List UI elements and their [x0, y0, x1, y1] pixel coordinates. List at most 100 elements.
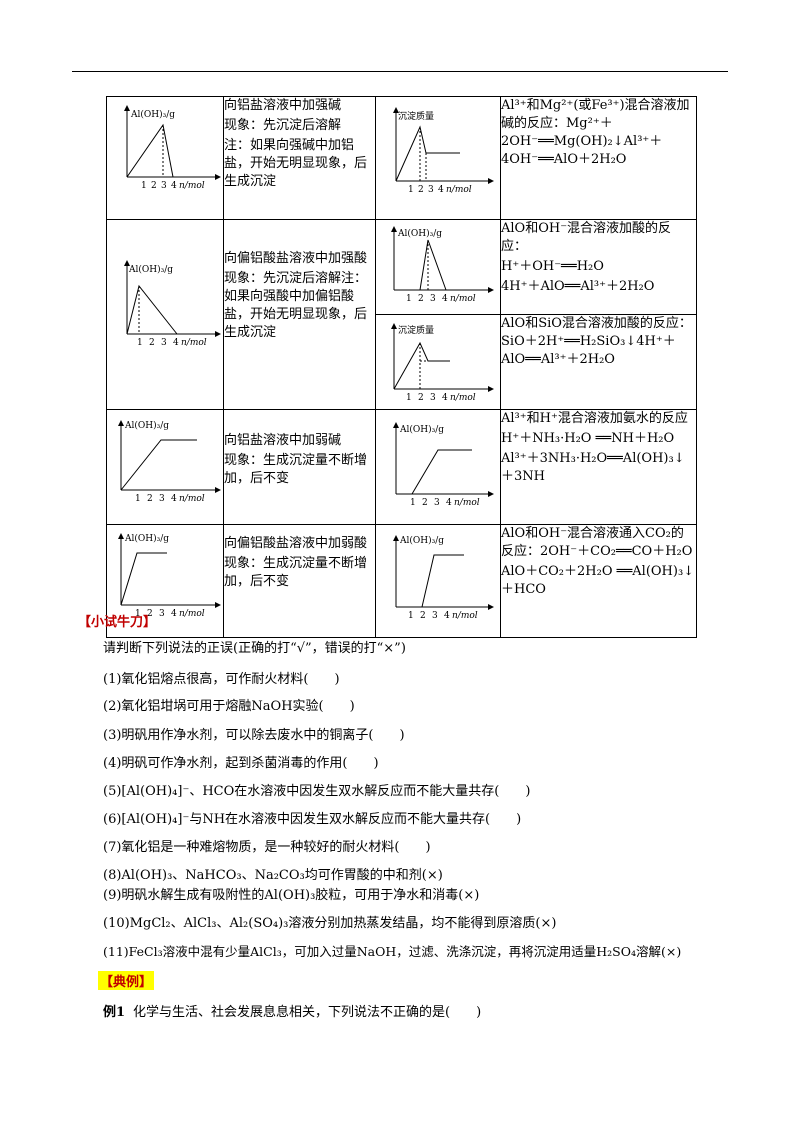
example-label: 例1: [103, 1005, 126, 1020]
list-item: (3)明矾用作净水剂，可以除去废水中的铜离子( ): [103, 728, 405, 743]
table-row: Al(OH)₃/g 1 2 3 4 n/mol 向铝盐溶液中加强碱 现象：先沉淀…: [106, 96, 697, 220]
description-cell: 向偏铝酸盐溶液中加强酸 现象：先沉淀后溶解注：如果向强酸中加偏铝酸盐，开始无明显…: [223, 219, 376, 410]
y-axis-label: 沉淀质量: [398, 110, 434, 122]
desc-line: 注：如果向强碱中加铝盐，开始无明显现象，后生成沉淀: [224, 138, 368, 189]
header-rule: [72, 71, 728, 72]
list-item: (8)Al(OH)₃、NaHCO₃、Na₂CO₃均可作胃酸的中和剂(×): [103, 868, 443, 883]
x-axis-label: n/mol: [179, 181, 205, 191]
graph-weak-acid-alo: Al(OH)₃/g 1 2 3 4 n/mol: [118, 533, 221, 619]
reaction-text: AlO和SiO混合溶液加酸的反应：SiO＋2H⁺══H₂SiO₃↓4H⁺＋AlO…: [501, 316, 692, 367]
reaction-text: Al³⁺和H⁺混合溶液加氨水的反应: [501, 411, 688, 426]
x-axis-label: n/mol: [179, 609, 205, 619]
reaction-cell: AlO和SiO混合溶液加酸的反应：SiO＋2H⁺══H₂SiO₃↓4H⁺＋AlO…: [500, 314, 697, 410]
list-item: (7)氧化铝是一种难熔物质，是一种较好的耐火材料( ): [103, 840, 431, 855]
graph-cell: Al(OH)₃/g 1 2 3 4 n/mol: [375, 409, 501, 525]
reaction-text: AlO和OH⁻混合溶液加酸的反应：: [501, 221, 672, 254]
tick-label: 2: [418, 185, 424, 195]
tick-label: 1: [408, 185, 414, 195]
x-axis-label: n/mol: [179, 494, 205, 504]
reaction-text: 4H⁺＋AlO══Al³⁺＋2H₂O: [501, 279, 655, 294]
list-item: (1)氧化铝熔点很高，可作耐火材料( ): [103, 672, 340, 687]
y-axis-label: Al(OH)₃/g: [124, 420, 169, 431]
tick-label: 1: [406, 393, 412, 403]
tick-label: 2: [149, 338, 155, 348]
tick-label: 3: [432, 611, 438, 621]
tick-label: 4: [442, 393, 448, 403]
practice-intro: 请判断下列说法的正误(正确的打“√”，错误的打“×”): [103, 641, 406, 656]
graph-cell: Al(OH)₃/g 1 2 3 4 n/mol: [106, 524, 224, 638]
reaction-text: AlO和OH⁻混合溶液通入CO₂的反应：2OH⁻＋CO₂══CO＋H₂O: [501, 526, 693, 559]
reaction-cell: AlO和OH⁻混合溶液加酸的反应： H⁺＋OH⁻══H₂O 4H⁺＋AlO══A…: [500, 219, 697, 315]
example-text: 化学与生活、社会发展息息相关，下列说法不正确的是( ): [133, 1005, 482, 1020]
tick-label: 2: [147, 494, 153, 504]
reaction-cell: Al³⁺和H⁺混合溶液加氨水的反应 H⁺＋NH₃·H₂O ══NH＋H₂O Al…: [500, 409, 697, 525]
reaction-text: H⁺＋OH⁻══H₂O: [501, 259, 604, 274]
table-row: Al(OH)₃/g 1 2 3 4 n/mol 向偏铝酸盐溶液中加强酸 现象：先…: [106, 219, 697, 410]
tick-label: 3: [161, 181, 167, 191]
graph-strong-acid-alo: Al(OH)₃/g 1 2 3 4 n/mol: [124, 260, 221, 348]
tick-label: 2: [418, 393, 424, 403]
tick-label: 1: [141, 181, 147, 191]
list-item: (5)[Al(OH)₄]⁻、HCO在水溶液中因发生双水解反应而不能大量共存( ): [103, 784, 531, 799]
reaction-text: Al³⁺和Mg²⁺(或Fe³⁺)混合溶液加碱的反应：Mg²⁺＋2OH⁻══Mg(…: [501, 98, 690, 167]
graph-cell: Al(OH)₃/g 1 2 3 4 n/mol: [375, 219, 501, 315]
tick-label: 4: [446, 498, 452, 508]
tick-label: 4: [442, 294, 448, 304]
desc-line: 向铝盐溶液中加强碱: [224, 98, 342, 113]
y-axis-label: Al(OH)₃/g: [130, 109, 175, 120]
description-cell: 向偏铝酸盐溶液中加弱酸 现象：生成沉淀量不断增加，后不变: [223, 524, 376, 638]
list-item: (9)明矾水解生成有吸附性的Al(OH)₃胶粒，可用于净水和消毒(×): [103, 888, 480, 903]
tick-label: 3: [430, 294, 436, 304]
description-cell: 向铝盐溶液中加弱碱 现象：生成沉淀量不断增加，后不变: [223, 409, 376, 525]
y-axis-label: Al(OH)₃/g: [128, 264, 173, 275]
y-axis-label: Al(OH)₃/g: [397, 228, 442, 239]
graph-strong-base-al: Al(OH)₃/g 1 2 3 4 n/mol: [124, 105, 221, 191]
tick-label: 2: [422, 498, 428, 508]
desc-line: 现象：先沉淀后溶解注：如果向强酸中加偏铝酸盐，开始无明显现象，后生成沉淀: [224, 271, 368, 340]
reaction-table: Al(OH)₃/g 1 2 3 4 n/mol 向铝盐溶液中加强碱 现象：先沉淀…: [106, 96, 697, 638]
y-axis-label: Al(OH)₃/g: [124, 533, 169, 544]
graph-cell: Al(OH)₃/g 1 2 3 4 n/mol: [375, 524, 501, 638]
reaction-cell: Al³⁺和Mg²⁺(或Fe³⁺)混合溶液加碱的反应：Mg²⁺＋2OH⁻══Mg(…: [500, 96, 697, 220]
graph-cell: Al(OH)₃/g 1 2 3 4 n/mol: [106, 409, 224, 525]
desc-line: 现象：生成沉淀量不断增加，后不变: [224, 453, 368, 486]
tick-label: 3: [159, 609, 165, 619]
list-item: (2)氧化铝坩埚可用于熔融NaOH实验( ): [103, 699, 355, 714]
graph-cell: 沉淀质量 1 2 3 4 n/mol: [375, 96, 501, 220]
desc-line: 向偏铝酸盐溶液中加强酸: [224, 251, 368, 266]
x-axis-label: n/mol: [450, 294, 476, 304]
graph-cell: Al(OH)₃/g 1 2 3 4 n/mol: [106, 96, 224, 220]
graph-mixed-ammonia: Al(OH)₃/g 1 2 3 4 n/mol: [393, 422, 494, 508]
x-axis-label: n/mol: [446, 185, 472, 195]
tick-label: 2: [420, 611, 426, 621]
graph-alo-sio-acid: 沉淀质量 1 2 3 4 n/mol: [391, 323, 494, 403]
tick-label: 1: [135, 609, 141, 619]
description-cell: 向铝盐溶液中加强碱 现象：先沉淀后溶解 注：如果向强碱中加铝盐，开始无明显现象，…: [223, 96, 376, 220]
list-item: (6)[Al(OH)₄]⁻与NH在水溶液中因发生双水解反应而不能大量共存( ): [103, 812, 522, 827]
x-axis-label: n/mol: [450, 393, 476, 403]
table-row: Al(OH)₃/g 1 2 3 4 n/mol 向偏铝酸盐溶液中加弱酸 现象：生…: [106, 524, 697, 638]
tick-label: 2: [151, 181, 157, 191]
tick-label: 1: [408, 611, 414, 621]
tick-label: 4: [171, 181, 177, 191]
tick-label: 4: [438, 185, 444, 195]
tick-label: 1: [137, 338, 143, 348]
y-axis-label: Al(OH)₃/g: [399, 424, 444, 435]
section-title-example: 【典例】: [98, 971, 155, 990]
table-row: Al(OH)₃/g 1 2 3 4 n/mol 向铝盐溶液中加弱碱 现象：生成沉…: [106, 409, 697, 525]
tick-label: 3: [161, 338, 167, 348]
desc-line: 现象：生成沉淀量不断增加，后不变: [224, 556, 368, 589]
reaction-text: Al³⁺＋3NH₃·H₂O══Al(OH)₃↓＋3NH: [501, 451, 685, 484]
x-axis-label: n/mol: [452, 611, 478, 621]
reaction-text: H⁺＋NH₃·H₂O ══NH＋H₂O: [501, 431, 675, 446]
graph-mixed-base: 沉淀质量 1 2 3 4 n/mol: [393, 107, 494, 195]
list-item: (4)明矾可作净水剂，起到杀菌消毒的作用( ): [103, 756, 379, 771]
tick-label: 1: [410, 498, 416, 508]
tick-label: 3: [159, 494, 165, 504]
tick-label: 3: [428, 185, 434, 195]
tick-label: 2: [418, 294, 424, 304]
tick-label: 4: [444, 611, 450, 621]
y-axis-label: Al(OH)₃/g: [399, 535, 444, 546]
x-axis-label: n/mol: [181, 338, 207, 348]
desc-line: 现象：先沉淀后溶解: [224, 118, 342, 133]
